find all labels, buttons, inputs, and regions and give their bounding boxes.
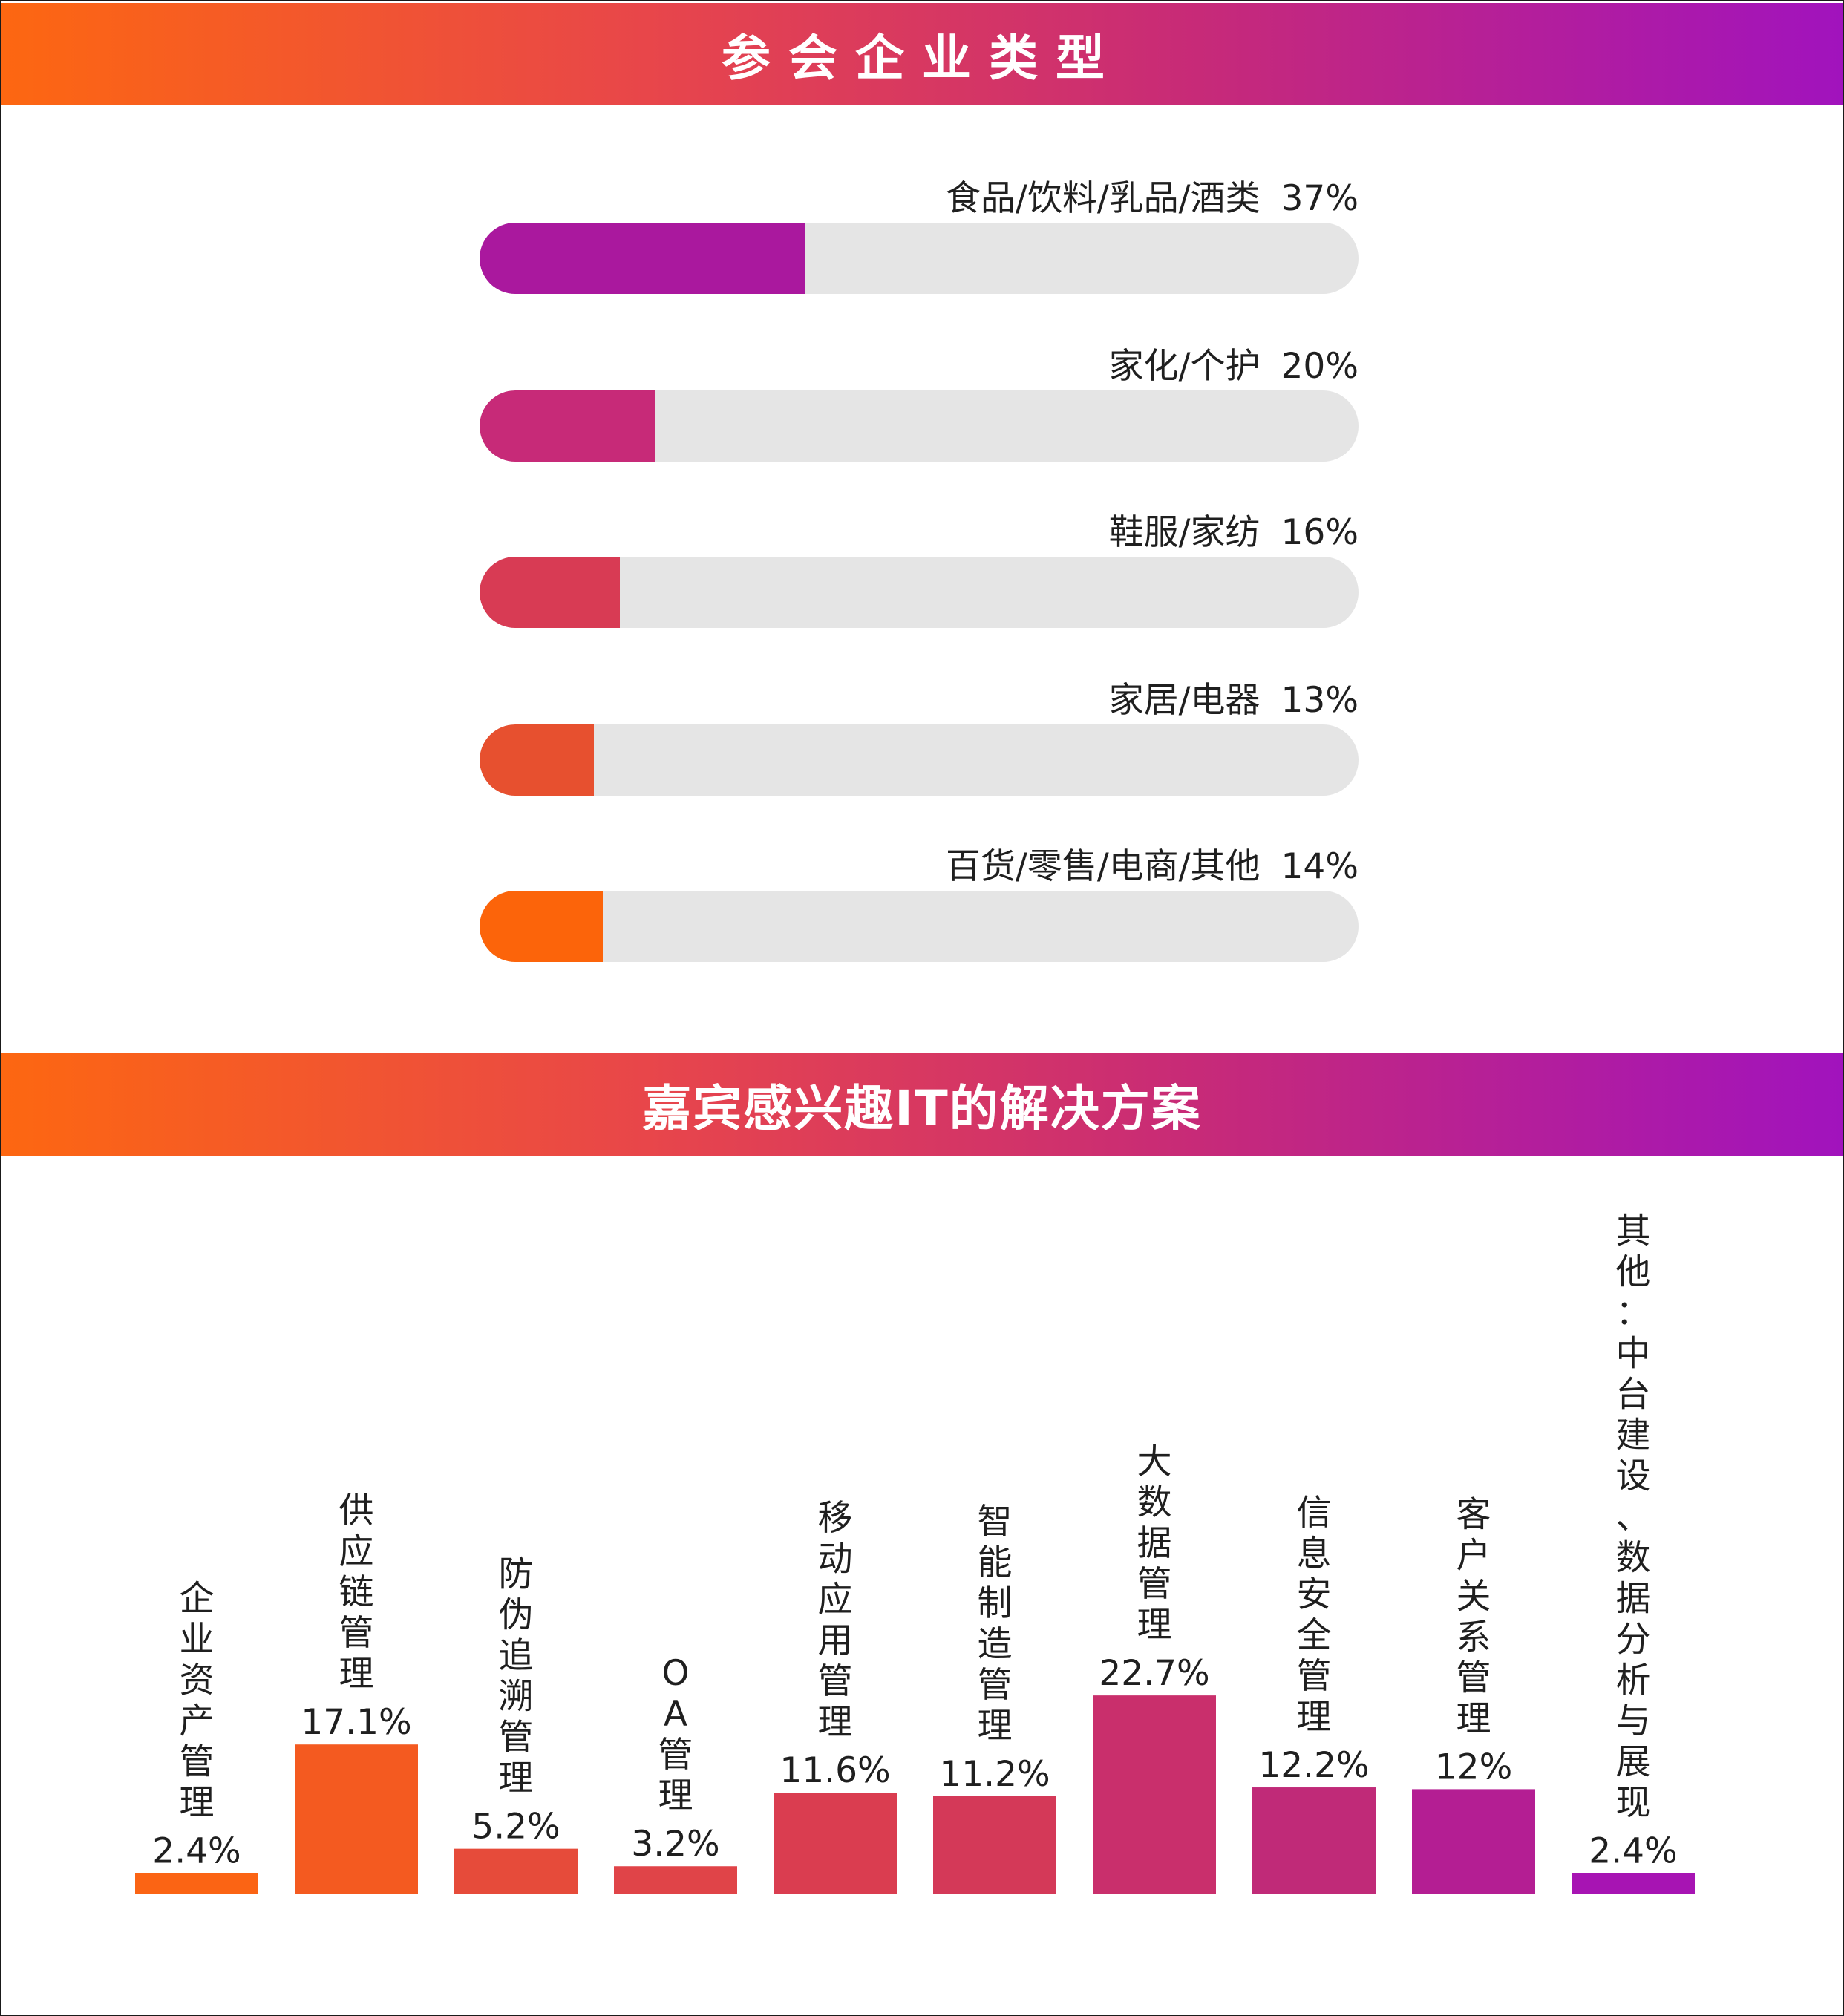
category-label-furniture-appliance: 家居/电器: [1108, 680, 1261, 721]
bar-3: [454, 1848, 578, 1894]
bar-4: [614, 1866, 737, 1894]
value-label-apparel-textile: 16%: [1281, 512, 1359, 553]
bar-10: [1572, 1873, 1695, 1894]
bar-2: [295, 1744, 418, 1894]
value-label-home-personal-care: 20%: [1281, 346, 1359, 387]
bar-track: [480, 390, 1359, 462]
it-interest-chart: 2.4% 企业资产管理 17.1% 供应链管理 5.2% 防伪追溯管理 3.2% O A 管理 11…: [135, 1211, 1695, 1894]
category-label-home-personal-care: 家化/个护: [1108, 346, 1261, 387]
category-label-10: 其他：中台建设、数据分析与展现: [1616, 1211, 1651, 1824]
category-label-4: O A 管理: [658, 1653, 693, 1816]
bar-fill-apparel-textile: [480, 557, 621, 628]
bar-fill-home-personal-care: [480, 390, 655, 462]
bar-fill-retail-ecommerce-other: [480, 891, 603, 962]
value-label-2: 17.1%: [301, 1702, 411, 1743]
value-label-5: 11.6%: [779, 1750, 890, 1791]
category-label-2: 供应链管理: [339, 1490, 374, 1695]
bar-7: [1093, 1695, 1216, 1894]
bar-fill-food-beverage: [480, 223, 805, 294]
bar-label: 百货/零售/电商/其他 14%: [946, 837, 1359, 888]
bar-track: [480, 223, 1359, 294]
bar-track: [480, 557, 1359, 628]
value-label-10: 2.4%: [1589, 1831, 1677, 1872]
section-title-it-interest: 嘉宾感兴趣IT的解决方案: [642, 1080, 1202, 1137]
bar-label: 家化/个护 20%: [1109, 337, 1359, 388]
bar-fill-furniture-appliance: [480, 724, 594, 796]
category-label-apparel-textile: 鞋服/家纺: [1108, 512, 1261, 553]
category-label-1: 企业资产管理: [180, 1579, 215, 1824]
value-label-retail-ecommerce-other: 14%: [1281, 846, 1359, 887]
bar-6: [933, 1796, 1056, 1894]
bar-label: 鞋服/家纺 16%: [1109, 503, 1359, 554]
value-label-1: 2.4%: [152, 1831, 241, 1872]
value-label-4: 3.2%: [631, 1824, 719, 1865]
category-label-8: 信息安全管理: [1297, 1493, 1332, 1738]
section-banner-it-interest: 嘉宾感兴趣IT的解决方案: [1, 1053, 1843, 1156]
bar-9: [1412, 1789, 1535, 1894]
value-label-8: 12.2%: [1258, 1745, 1369, 1786]
value-label-7: 22.7%: [1099, 1653, 1209, 1694]
category-label-6: 智能制造管理: [978, 1502, 1013, 1747]
section-title-company-types: 参会企业类型: [722, 30, 1122, 87]
bar-1: [135, 1873, 258, 1894]
value-label-furniture-appliance: 13%: [1281, 680, 1359, 721]
value-label-food-beverage: 37%: [1281, 178, 1359, 219]
bar-label: 食品/饮料/乳品/酒类 37%: [946, 169, 1359, 220]
category-label-3: 防伪追溯管理: [499, 1554, 534, 1799]
bar-5: [774, 1793, 897, 1894]
value-label-3: 5.2%: [471, 1807, 560, 1848]
category-label-7: 大数据管理: [1137, 1441, 1172, 1646]
category-label-9: 客户关系管理: [1456, 1494, 1491, 1739]
category-label-retail-ecommerce-other: 百货/零售/电商/其他: [946, 846, 1261, 887]
bar-8: [1252, 1787, 1376, 1894]
value-label-9: 12%: [1435, 1747, 1512, 1787]
section-banner-company-types: 参会企业类型: [1, 3, 1843, 105]
category-label-5: 移动应用管理: [818, 1498, 853, 1743]
category-label-food-beverage: 食品/饮料/乳品/酒类: [946, 178, 1261, 219]
bar-track: [480, 891, 1359, 962]
bar-track: [480, 724, 1359, 796]
value-label-6: 11.2%: [939, 1754, 1050, 1795]
bar-label: 家居/电器 13%: [1109, 671, 1359, 722]
